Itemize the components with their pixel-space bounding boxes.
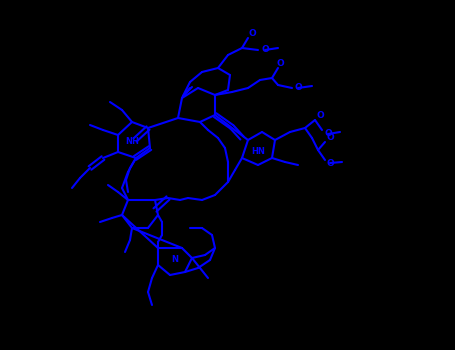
Text: O: O — [294, 84, 302, 92]
Text: O: O — [248, 29, 256, 38]
Text: O: O — [326, 133, 334, 142]
Text: HN: HN — [251, 147, 265, 156]
Text: O: O — [326, 159, 334, 168]
Text: O: O — [261, 46, 269, 55]
Text: O: O — [324, 130, 332, 139]
Text: O: O — [316, 112, 324, 120]
Text: N: N — [172, 256, 178, 265]
Text: O: O — [276, 60, 284, 69]
Text: NH: NH — [125, 138, 139, 147]
